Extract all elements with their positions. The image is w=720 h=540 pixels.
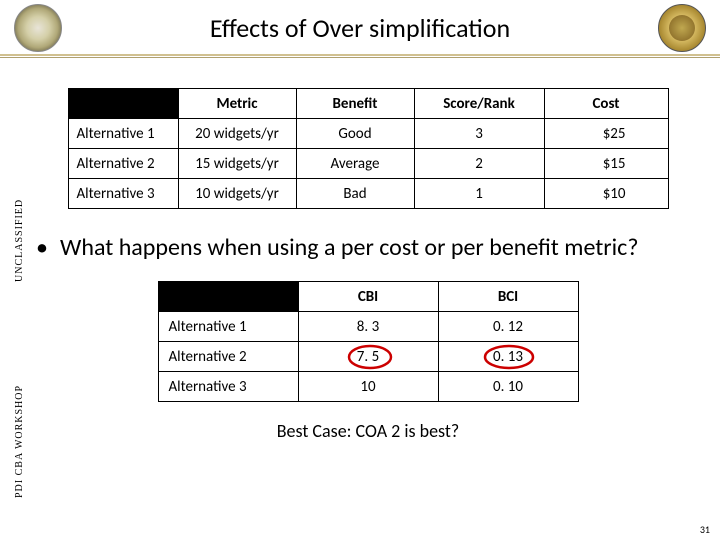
cell-cost: $10	[544, 179, 668, 209]
workshop-label: PDI CBA WORKSHOP	[14, 385, 25, 498]
slide-title: Effects of Over simplification	[210, 12, 510, 44]
col-benefit: Benefit	[296, 89, 414, 119]
cell-cbi: 7. 5	[298, 342, 438, 372]
cell-benefit: Average	[296, 149, 414, 179]
slide-header: Effects of Over simplification	[0, 0, 720, 56]
table-row: Alternative 3 10 0. 10	[158, 372, 578, 402]
page-number: 31	[700, 523, 710, 536]
alternatives-table: Metric Benefit Score/Rank Cost Alternati…	[68, 88, 669, 209]
table-row: Alternative 2 15 widgets/yr Average 2 $1…	[68, 149, 668, 179]
row-label: Alternative 2	[158, 342, 298, 372]
row-label: Alternative 3	[68, 179, 178, 209]
cell-benefit: Bad	[296, 179, 414, 209]
best-case-text: Best Case: COA 2 is best?	[28, 420, 708, 442]
cell-metric: 15 widgets/yr	[178, 149, 296, 179]
cell-cbi: 10	[298, 372, 438, 402]
cbi-bci-table: CBI BCI Alternative 1 8. 3 0. 12 Alterna…	[158, 281, 579, 402]
value: 0. 10	[493, 378, 523, 396]
cell-benefit: Good	[296, 119, 414, 149]
blank-header	[68, 89, 178, 119]
cell-metric: 10 widgets/yr	[178, 179, 296, 209]
bullet-content: What happens when using a per cost or pe…	[60, 233, 638, 262]
cell-cost: $15	[544, 149, 668, 179]
classification-label: UNCLASSIFIED	[14, 199, 25, 282]
table-header-row: CBI BCI	[158, 282, 578, 312]
col-cbi: CBI	[298, 282, 438, 312]
table-row: Alternative 2 7. 5 0. 13	[158, 342, 578, 372]
cell-cbi: 8. 3	[298, 312, 438, 342]
table-header-row: Metric Benefit Score/Rank Cost	[68, 89, 668, 119]
value: 10	[360, 378, 375, 396]
table-row: Alternative 3 10 widgets/yr Bad 1 $10	[68, 179, 668, 209]
table-row: Alternative 1 8. 3 0. 12	[158, 312, 578, 342]
cell-score: 3	[414, 119, 544, 149]
cell-cost: $25	[544, 119, 668, 149]
row-label: Alternative 1	[68, 119, 178, 149]
header-rule	[0, 54, 720, 56]
bullet-text: •What happens when using a per cost or p…	[36, 233, 700, 263]
value: 0. 13	[493, 348, 523, 366]
cell-score: 1	[414, 179, 544, 209]
cell-bci: 0. 10	[438, 372, 578, 402]
row-label: Alternative 3	[158, 372, 298, 402]
header-rule-thin	[0, 57, 720, 58]
value: 8. 3	[357, 318, 379, 336]
value: 7. 5	[357, 348, 379, 366]
row-label: Alternative 2	[68, 149, 178, 179]
bullet-marker: •	[36, 233, 60, 263]
army-seal-icon	[14, 4, 62, 52]
col-bci: BCI	[438, 282, 578, 312]
row-label: Alternative 1	[158, 312, 298, 342]
col-cost: Cost	[544, 89, 668, 119]
col-score: Score/Rank	[414, 89, 544, 119]
slide-content: Metric Benefit Score/Rank Cost Alternati…	[28, 88, 708, 442]
gold-seal-icon	[658, 4, 706, 52]
col-metric: Metric	[178, 89, 296, 119]
cell-score: 2	[414, 149, 544, 179]
blank-header	[158, 282, 298, 312]
circled-value: 0. 13	[493, 348, 523, 366]
circled-value: 7. 5	[357, 348, 379, 366]
table-row: Alternative 1 20 widgets/yr Good 3 $25	[68, 119, 668, 149]
cell-metric: 20 widgets/yr	[178, 119, 296, 149]
cell-bci: 0. 13	[438, 342, 578, 372]
value: 0. 12	[493, 318, 523, 336]
cell-bci: 0. 12	[438, 312, 578, 342]
